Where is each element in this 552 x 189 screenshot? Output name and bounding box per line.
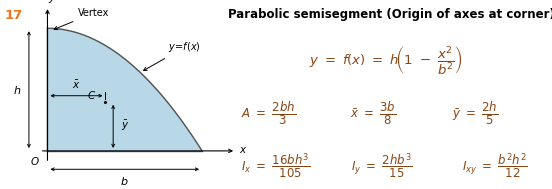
Polygon shape [47, 28, 202, 151]
Text: $C$: $C$ [87, 89, 96, 101]
Text: $I_x \ = \ \dfrac{16bh^3}{105}$: $I_x \ = \ \dfrac{16bh^3}{105}$ [241, 152, 311, 181]
Text: $x$: $x$ [239, 145, 248, 155]
Text: $\bar{y}$: $\bar{y}$ [121, 119, 129, 133]
Text: $\bar{y} \ = \ \dfrac{2h}{5}$: $\bar{y} \ = \ \dfrac{2h}{5}$ [452, 100, 498, 127]
Text: $I_y \ = \ \dfrac{2hb^3}{15}$: $I_y \ = \ \dfrac{2hb^3}{15}$ [352, 152, 413, 181]
Text: Vertex: Vertex [54, 8, 110, 30]
Text: $h$: $h$ [13, 84, 21, 96]
Text: $A \ = \ \dfrac{2bh}{3}$: $A \ = \ \dfrac{2bh}{3}$ [241, 100, 296, 127]
Text: $y\!=\!f(x)$: $y\!=\!f(x)$ [144, 40, 201, 70]
Text: $\bar{x}$: $\bar{x}$ [72, 79, 81, 91]
Text: $O$: $O$ [30, 155, 40, 167]
Text: $I_{xy} \ = \ \dfrac{b^2h^2}{12}$: $I_{xy} \ = \ \dfrac{b^2h^2}{12}$ [461, 152, 527, 181]
Text: 17: 17 [4, 9, 23, 22]
Text: Parabolic semisegment (Origin of axes at corner): Parabolic semisegment (Origin of axes at… [229, 8, 552, 21]
Text: $y \ = \ f(x) \ = \ h\!\left(1 \ - \ \dfrac{x^2}{b^2}\right)$: $y \ = \ f(x) \ = \ h\!\left(1 \ - \ \df… [309, 44, 463, 77]
Text: $\bar{x} \ = \ \dfrac{3b}{8}$: $\bar{x} \ = \ \dfrac{3b}{8}$ [349, 100, 396, 127]
Text: $b$: $b$ [120, 175, 129, 187]
Text: $y$: $y$ [48, 0, 56, 5]
